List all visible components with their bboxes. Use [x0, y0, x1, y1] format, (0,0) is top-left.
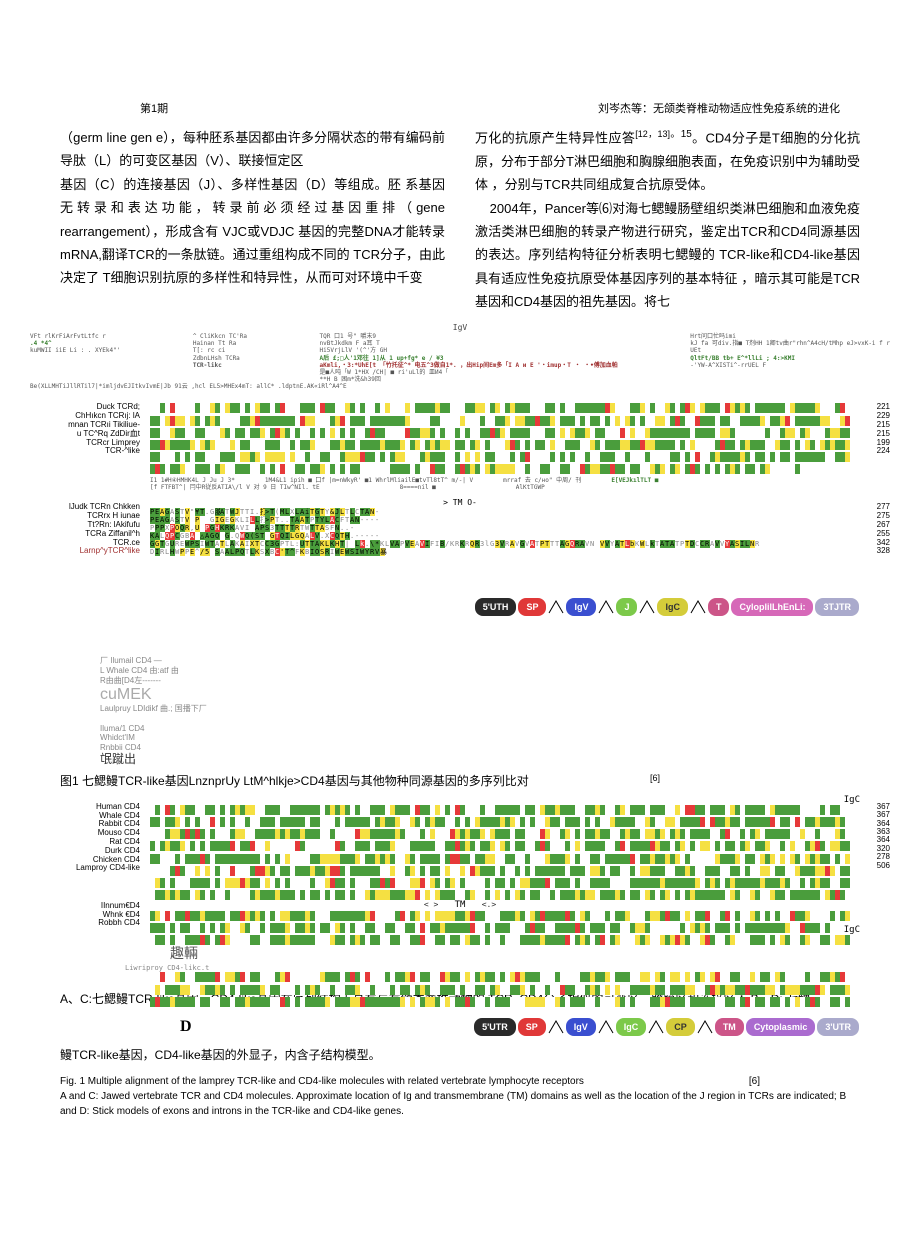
exon-5utr: 5'UTR: [474, 1018, 516, 1036]
exon-igc: IgC: [657, 598, 688, 616]
igc-label-2: IgC: [844, 925, 860, 936]
igc-label-1: IgC: [844, 795, 860, 806]
frag-left: VFt rlKrFiArFvtLtfc r .4 *4^ kuMWII iiE …: [30, 333, 120, 383]
seq-endnums-3: 367 367 364 363 364 320 278 506: [877, 803, 890, 870]
alignment-grid-1: [150, 403, 850, 476]
seq-endnums-1: 221 229 215 215 199 224: [877, 403, 890, 456]
exon-cp: CP: [666, 1018, 695, 1036]
alignment-cd4-block1: IgC Human CD4 Whale CD4 Rabbit CD4 Mouso…: [0, 795, 920, 890]
seq-endnums-2: 277 275 267 255 342 328: [877, 503, 890, 556]
intron-icon: [547, 599, 565, 615]
intron-icon: [597, 599, 615, 615]
intron-icon: [696, 1019, 714, 1035]
citation-12-13: [12，13]: [635, 129, 670, 139]
exon-t: T: [708, 598, 730, 616]
frag-mid-texts: TQR 口1 号" 嚼末9 nvBtJkdkm F a耳 T Hi5VrjLlV…: [320, 333, 618, 383]
intron-icon: [638, 599, 656, 615]
exon-3utr: 3'UTR: [817, 1018, 859, 1036]
alignment-cd4-block2: < > TM <.> IgC IInnum€D4 Whnk €D4 Robbh …: [0, 890, 920, 985]
gene-model-d: 5'UTRSP IgV IgC CP TMCytoplasmic3'UTR: [473, 1013, 860, 1041]
frag-right: Hrt问口忙吗imi kJ fa 可div.指■ T剂HH 1卿tv曲r"rhn…: [690, 333, 890, 383]
para-left-2: 基因（C）的连接基因（J）、多样性基因（D）等组成。胚 系基因无转录和表达功能，…: [60, 177, 445, 286]
intron-icon: [547, 1019, 565, 1035]
running-header: 第1期 刘岑杰等：无颌类脊椎动物适应性免疫系统的进化: [0, 0, 920, 126]
alignment-grid-2: PEAGASTV"¥T.G脑ATWJTTI.打>T(MLXLAiTGTY&JLT…: [150, 508, 850, 556]
page-num-15: 。15: [670, 129, 692, 140]
fig1-en-body: A and C: Jawed vertebrate TCR and CD4 mo…: [60, 1091, 846, 1117]
cd4-phylo-labels: 厂 Ilumail CD4 — L Whale CD4 由:atf 由 R由曲[…: [0, 626, 920, 766]
alignment-header-region: IgV VFt rlKrFiArFvtLtfc r .4 *4^ kuMWII …: [0, 313, 920, 393]
exon-3tjtr: 3TJTR: [815, 598, 859, 616]
seq-labels-2: lJudk TCRn Chkken TCRrx H iunae Tt?Rn: l…: [30, 503, 140, 556]
quzhe-label: 趣輛: [30, 947, 890, 964]
body-text: （germ line gen e），每种胚系基因都由许多分隔状态的带有编码前导肽…: [0, 126, 920, 313]
gene-model-b: 5'UTHSP IgV J IgC TCyloplilLhEnLi:3TJTR: [0, 588, 920, 626]
caption-bd: 鳗TCR-like基因，CD4-like基因的外显子，内含子结构模型。: [0, 1041, 920, 1069]
alignment-tcr-block2: > TM O- lJudk TCRn Chkken TCRrx H iunae …: [0, 488, 920, 588]
frag-mid-labels: ^ CliKkcn TC'Ra Hainan Tt Ra T[: rc ci Z…: [193, 333, 247, 383]
intron-icon: [597, 1019, 615, 1035]
exon-cytoplasmic: Cytoplasmic: [746, 1018, 816, 1036]
left-column: （germ line gen e），每种胚系基因都由许多分隔状态的带有编码前导肽…: [60, 126, 445, 313]
intron-icon: [647, 1019, 665, 1035]
tm-label-2: TM: [455, 900, 466, 910]
alignment-grid-3: [150, 805, 850, 903]
exon-cyloplillhenli: CyloplilLhEnLi:: [731, 598, 813, 616]
exon-igc: IgC: [616, 1018, 647, 1036]
alignment-grid-4b: [150, 972, 850, 1009]
fig1-ref: [6]: [650, 772, 660, 786]
issue-number: 第1期: [140, 100, 168, 116]
panel-d-label: D: [60, 1018, 192, 1036]
exon-igv: IgV: [566, 598, 596, 616]
exon-tm: TM: [715, 1018, 744, 1036]
lamprey-cd4-sub: Liwriproy CD4-likc.t: [30, 964, 890, 972]
tm-domain-label: > TM O-: [30, 498, 890, 508]
exon-sp: SP: [518, 1018, 546, 1036]
igv-domain-label: IgV: [30, 323, 890, 333]
running-title: 刘岑杰等：无颌类脊椎动物适应性免疫系统的进化: [598, 100, 840, 116]
frag-mid-1: I1 1#H④HMHK4L J Ju J 3* 1M4&L1 ipih ■ 囗f…: [150, 477, 890, 484]
exon-j: J: [616, 598, 637, 616]
alignment-grid-4a: [150, 911, 850, 948]
fig1-en-ref: [6]: [749, 1074, 760, 1089]
fig1-cn-title: 图1 七鳃鳗TCR-like基因LnznprUy LtM^hlkje>CD4基因…: [0, 767, 920, 795]
para-right-1a: 万化的抗原产生特异性应答: [475, 130, 635, 145]
seq-labels-3: Human CD4 Whale CD4 Rabbit CD4 Mouso CD4…: [30, 803, 140, 873]
intron-icon: [689, 599, 707, 615]
alignment-tcr-block1: Duck TCRd; ChHıkcn TCRıj: lA mnan TCRıi …: [0, 393, 920, 488]
seq-labels-4: IInnum€D4 Whnk €D4 Robbh CD4: [30, 902, 140, 928]
exon-sp: SP: [518, 598, 546, 616]
exon-5uth: 5'UTH: [475, 598, 517, 616]
fig1-en-caption: Fig. 1 Multiple alignment of the lamprey…: [0, 1069, 920, 1124]
right-column: 万化的抗原产生特异性应答[12，13]。15。CD4分子是T细胞的分化抗原，分布…: [475, 126, 860, 313]
para-right-2: 2004年，Pancer等⑹对海七鳃鳗肠壁组织类淋巴细胞和血液免疫激活类淋巴细胞…: [475, 201, 860, 310]
exon-igv: IgV: [566, 1018, 596, 1036]
seq-labels-1: Duck TCRd; ChHıkcn TCRıj: lA mnan TCRıi …: [30, 403, 140, 456]
para-left-1: （germ line gen e），每种胚系基因都由许多分隔状态的带有编码前导肽…: [60, 130, 445, 168]
cumek-label: cuMEK: [100, 685, 920, 704]
frag-bottom: Be(XLLMHTiJllRTil7|*imljdvEJItkvIvmE|Jb …: [30, 383, 890, 390]
